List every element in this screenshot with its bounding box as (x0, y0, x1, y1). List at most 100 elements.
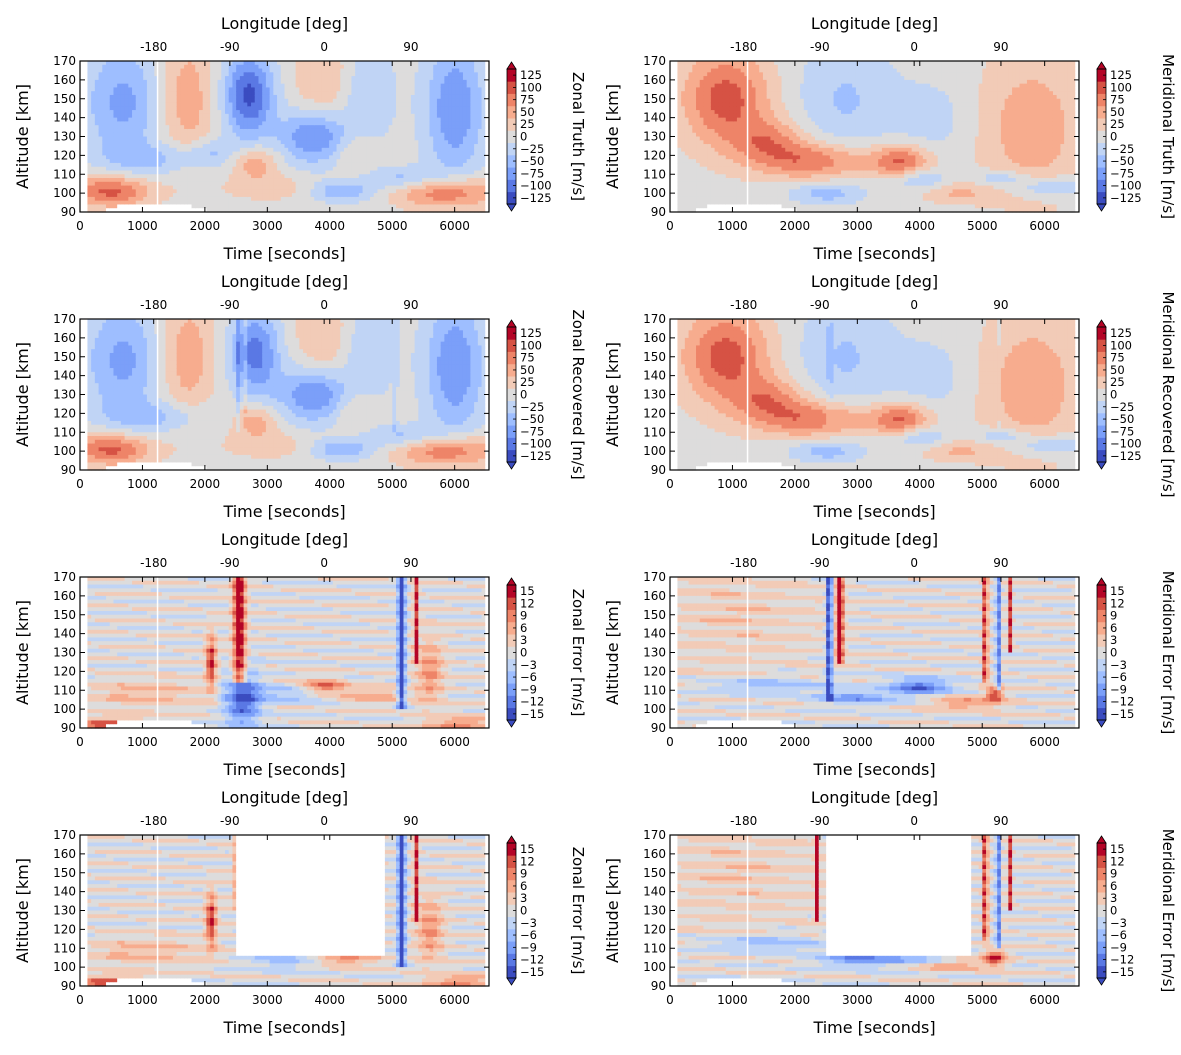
y-tick-label: 160 (53, 847, 76, 861)
x-axis-label: Time [seconds] (222, 244, 345, 263)
colorbar-label: Zonal Error [m/s] (569, 847, 587, 975)
top-tick-label: -180 (730, 814, 757, 828)
y-tick-label: 170 (53, 312, 76, 326)
x-tick-label: 3000 (252, 477, 283, 491)
y-tick-label: 150 (53, 92, 76, 106)
y-tick-label: 90 (61, 463, 76, 477)
x-tick-label: 2000 (780, 219, 811, 233)
x-tick-label: 6000 (1029, 219, 1060, 233)
y-tick-label: 100 (53, 444, 76, 458)
top-tick-label: 0 (910, 556, 918, 570)
y-axis-label: Altitude [km] (603, 84, 622, 189)
colorbar-tick-label: −15 (520, 707, 544, 721)
top-tick-label: -90 (220, 298, 240, 312)
figure-canvas: 0100020003000400050006000901001101201301… (0, 0, 1181, 1051)
y-tick-label: 140 (53, 111, 76, 125)
y-tick-label: 150 (643, 350, 666, 364)
top-tick-label: -90 (810, 298, 830, 312)
y-tick-label: 170 (643, 312, 666, 326)
x-tick-label: 3000 (252, 219, 283, 233)
x-tick-label: 3000 (842, 993, 873, 1007)
x-tick-label: 4000 (314, 993, 345, 1007)
top-tick-label: 0 (320, 40, 328, 54)
top-tick-label: 90 (993, 298, 1008, 312)
top-axis-label: Longitude [deg] (221, 272, 348, 291)
y-tick-label: 170 (53, 54, 76, 68)
top-axis-label: Longitude [deg] (221, 14, 348, 33)
x-tick-label: 1000 (127, 219, 158, 233)
x-tick-label: 0 (666, 993, 674, 1007)
x-tick-label: 3000 (842, 735, 873, 749)
x-tick-label: 0 (76, 993, 84, 1007)
y-tick-label: 170 (53, 570, 76, 584)
x-tick-label: 5000 (967, 993, 998, 1007)
x-tick-label: 5000 (377, 735, 408, 749)
y-tick-label: 100 (53, 186, 76, 200)
y-tick-label: 120 (53, 664, 76, 678)
x-tick-label: 6000 (1029, 993, 1060, 1007)
x-tick-label: 2000 (780, 477, 811, 491)
x-tick-label: 5000 (377, 219, 408, 233)
colorbar-label: Zonal Recovered [m/s] (569, 309, 587, 479)
x-tick-label: 4000 (904, 219, 935, 233)
x-tick-label: 5000 (967, 219, 998, 233)
y-tick-label: 110 (643, 425, 666, 439)
colorbar-label: Meridional Error [m/s] (1159, 829, 1177, 993)
y-tick-label: 120 (53, 406, 76, 420)
figure: 0100020003000400050006000901001101201301… (0, 0, 1181, 1051)
y-tick-label: 160 (53, 589, 76, 603)
y-tick-label: 110 (53, 167, 76, 181)
x-tick-label: 5000 (967, 735, 998, 749)
heatmap-field (80, 61, 490, 213)
heatmap-field (670, 577, 1080, 729)
x-tick-label: 0 (76, 477, 84, 491)
x-tick-label: 2000 (780, 735, 811, 749)
y-tick-label: 170 (53, 828, 76, 842)
x-tick-label: 6000 (439, 993, 470, 1007)
x-tick-label: 2000 (780, 993, 811, 1007)
y-tick-label: 120 (643, 664, 666, 678)
x-tick-label: 0 (666, 477, 674, 491)
top-tick-label: 90 (403, 298, 418, 312)
x-tick-label: 6000 (1029, 477, 1060, 491)
y-tick-label: 130 (53, 130, 76, 144)
top-tick-label: 90 (993, 556, 1008, 570)
x-tick-label: 6000 (439, 477, 470, 491)
y-tick-label: 130 (643, 646, 666, 660)
y-tick-label: 130 (643, 388, 666, 402)
x-axis-label: Time [seconds] (222, 1018, 345, 1037)
y-tick-label: 110 (643, 167, 666, 181)
x-tick-label: 3000 (842, 477, 873, 491)
colorbar-label: Meridional Truth [m/s] (1159, 54, 1177, 219)
y-tick-label: 110 (53, 683, 76, 697)
top-tick-label: -90 (810, 814, 830, 828)
top-axis-label: Longitude [deg] (811, 530, 938, 549)
x-axis-label: Time [seconds] (222, 760, 345, 779)
x-tick-label: 2000 (190, 735, 221, 749)
top-tick-label: 0 (910, 40, 918, 54)
top-axis-label: Longitude [deg] (221, 788, 348, 807)
top-axis-label: Longitude [deg] (811, 788, 938, 807)
top-tick-label: -180 (140, 298, 167, 312)
y-tick-label: 160 (643, 331, 666, 345)
x-tick-label: 5000 (967, 477, 998, 491)
y-tick-label: 100 (53, 960, 76, 974)
x-tick-label: 6000 (439, 735, 470, 749)
y-tick-label: 100 (643, 186, 666, 200)
y-tick-label: 120 (643, 922, 666, 936)
y-tick-label: 140 (643, 627, 666, 641)
x-tick-label: 2000 (190, 993, 221, 1007)
colorbar-tick-label: −15 (520, 965, 544, 979)
top-tick-label: 0 (320, 298, 328, 312)
heatmap-field (80, 319, 490, 471)
y-tick-label: 100 (53, 702, 76, 716)
y-tick-label: 90 (61, 721, 76, 735)
y-axis-label: Altitude [km] (603, 600, 622, 705)
